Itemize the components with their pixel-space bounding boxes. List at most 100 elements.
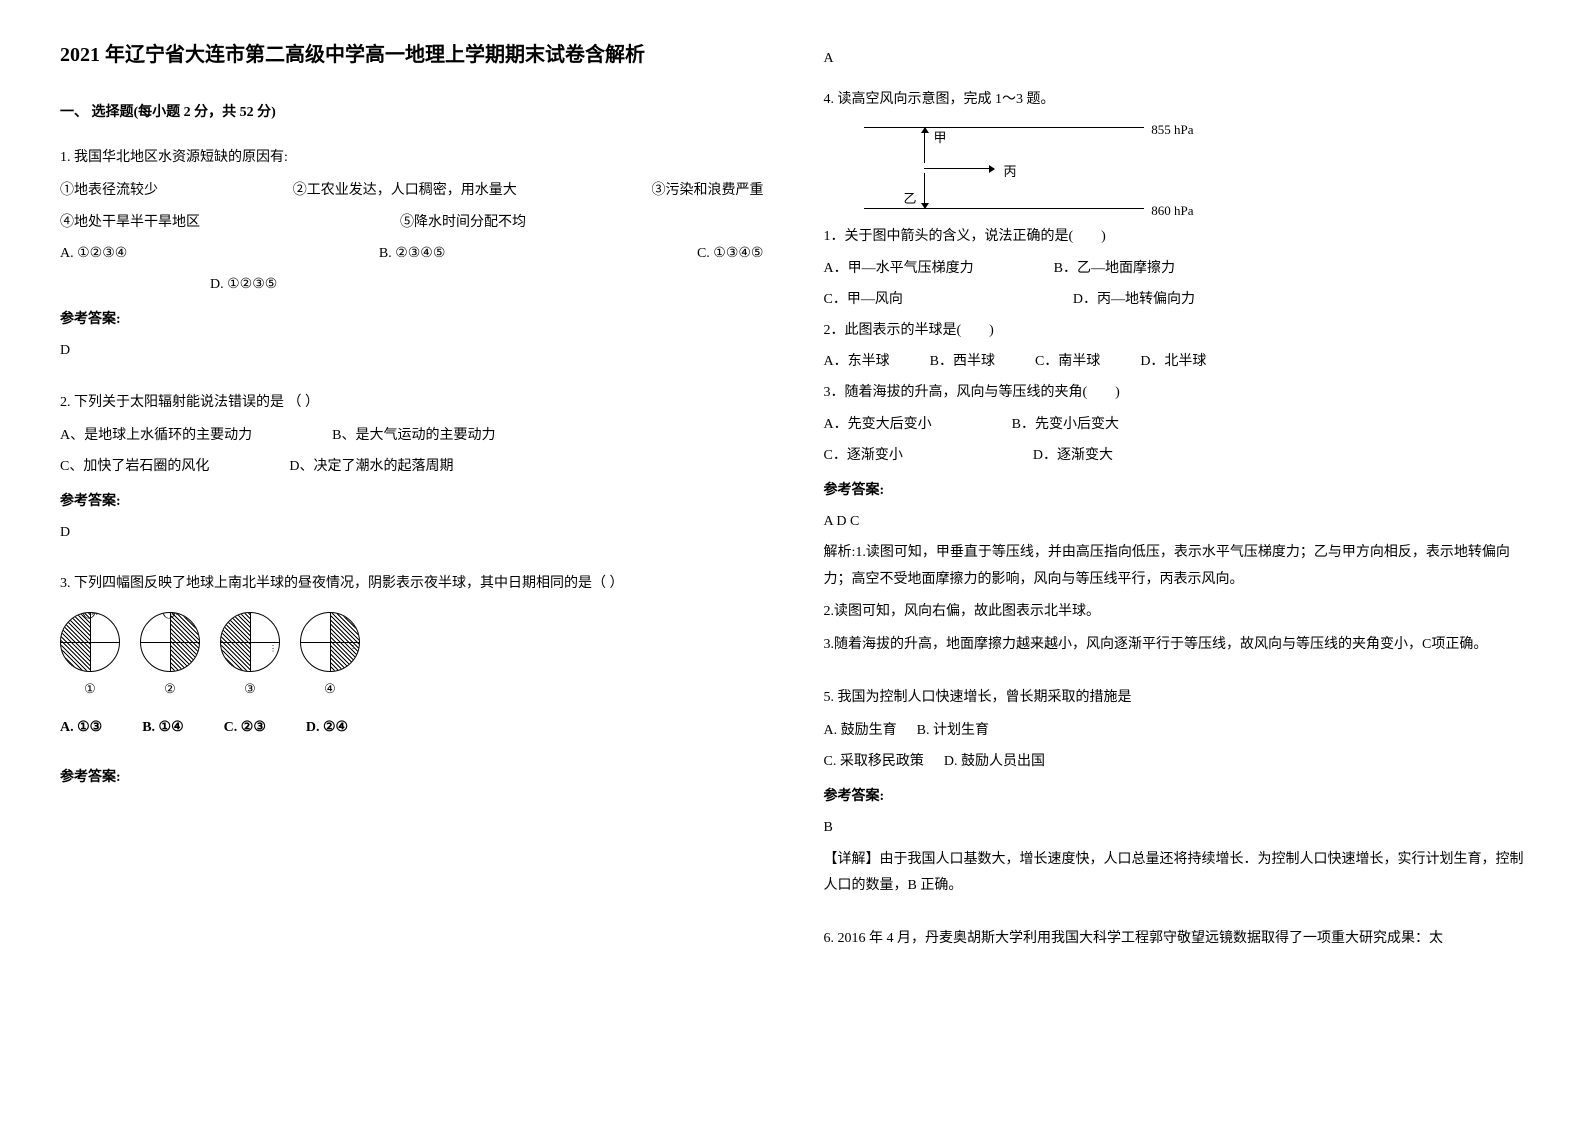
q3-optD: D. ②④ bbox=[306, 715, 348, 740]
question-4: 4. 读高空风向示意图，完成 1～3 题。 855 hPa 甲 丙 乙 860 … bbox=[824, 87, 1528, 664]
q5-optD: D. 鼓励人员出国 bbox=[944, 749, 1045, 774]
q1-optC: C. ①③④⑤ bbox=[697, 241, 764, 266]
q4-sub3-optA: A．先变大后变小 bbox=[824, 412, 932, 437]
q4-sub2-optC: C．南半球 bbox=[1035, 349, 1100, 374]
q3-optC: C. ②③ bbox=[224, 715, 266, 740]
q1-answer-header: 参考答案: bbox=[60, 307, 764, 332]
q4-exp1: 解析:1.读图可知，甲垂直于等压线，并由高压指向低压，表示水平气压梯度力；乙与甲… bbox=[824, 540, 1528, 593]
pressure-line-bottom: 860 hPa bbox=[864, 208, 1144, 209]
q5-optA: A. 鼓励生育 bbox=[824, 718, 897, 743]
q4-sub3-row2: C．逐渐变小 D．逐渐变大 bbox=[824, 443, 1528, 468]
label-jia: 甲 bbox=[934, 126, 947, 149]
left-column: 2021 年辽宁省大连市第二高级中学高一地理上学期期末试卷含解析 一、 选择题(… bbox=[60, 40, 764, 1082]
q2-answer-header: 参考答案: bbox=[60, 489, 764, 514]
q2-optC: C、加快了岩石圈的风化 bbox=[60, 454, 209, 479]
arrow-up-icon bbox=[924, 128, 925, 163]
q1-item4: ④地处干旱半干旱地区 bbox=[60, 210, 200, 235]
globe-4: ⋮ ④ bbox=[300, 612, 360, 700]
q3-answer: A bbox=[824, 46, 1528, 71]
q4-sub2-optB: B．西半球 bbox=[930, 349, 995, 374]
q5-row2: C. 采取移民政策 D. 鼓励人员出国 bbox=[824, 749, 1528, 774]
question-5: 5. 我国为控制人口快速增长，曾长期采取的措施是 A. 鼓励生育 B. 计划生育… bbox=[824, 685, 1528, 906]
q2-optA: A、是地球上水循环的主要动力 bbox=[60, 423, 252, 448]
q4-exp2: 2.读图可知，风向右偏，故此图表示北半球。 bbox=[824, 599, 1528, 626]
q4-exp3: 3.随着海拔的升高，地面摩擦力越来越小，风向逐渐平行于等压线，故风向与等压线的夹… bbox=[824, 632, 1528, 659]
globe-3: ⋮ ③ bbox=[220, 612, 280, 700]
q4-answer-header: 参考答案: bbox=[824, 478, 1528, 503]
q2-text: 2. 下列关于太阳辐射能说法错误的是 （ ） bbox=[60, 390, 764, 415]
q5-answer-header: 参考答案: bbox=[824, 784, 1528, 809]
globe-1-circle: ⤻ bbox=[60, 612, 120, 672]
q4-sub1-optA: A．甲—水平气压梯度力 bbox=[824, 256, 974, 281]
q4-sub3-row1: A．先变大后变小 B．先变小后变大 bbox=[824, 412, 1528, 437]
q4-sub1-optC: C．甲—风向 bbox=[824, 287, 903, 312]
q2-optD: D、决定了潮水的起落周期 bbox=[289, 454, 453, 479]
question-6: 6. 2016 年 4 月，丹麦奥胡斯大学利用我国大科学工程郭守敬望远镜数据取得… bbox=[824, 926, 1528, 959]
q4-sub1: 1．关于图中箭头的含义，说法正确的是( ) bbox=[824, 224, 1528, 249]
globe-3-dots-icon: ⋮ bbox=[269, 642, 277, 656]
q4-sub1-optD: D．丙—地转偏向力 bbox=[1073, 287, 1195, 312]
q5-answer: B bbox=[824, 815, 1528, 840]
globe-2-num: ② bbox=[164, 677, 176, 700]
q3-answer-header: 参考答案: bbox=[60, 765, 764, 790]
q1-item3: ③污染和浪费严重 bbox=[652, 178, 764, 203]
q1-items-row2: ④地处干旱半干旱地区 ⑤降水时间分配不均 bbox=[60, 210, 764, 235]
q4-sub3-optD: D．逐渐变大 bbox=[1033, 443, 1113, 468]
q1-item2: ②工农业发达，人口稠密，用水量大 bbox=[293, 178, 517, 203]
pressure-top-label: 855 hPa bbox=[1151, 118, 1193, 141]
q3-text: 3. 下列四幅图反映了地球上南北半球的昼夜情况，阴影表示夜半球，其中日期相同的是… bbox=[60, 571, 764, 596]
q5-optB: B. 计划生育 bbox=[917, 718, 989, 743]
label-bing: 丙 bbox=[1004, 160, 1017, 183]
q2-optB: B、是大气运动的主要动力 bbox=[332, 423, 495, 448]
q5-text: 5. 我国为控制人口快速增长，曾长期采取的措施是 bbox=[824, 685, 1528, 710]
q4-sub1-optB: B．乙—地面摩擦力 bbox=[1054, 256, 1175, 281]
q1-optB: B. ②③④⑤ bbox=[379, 241, 446, 266]
globe-4-circle: ⋮ bbox=[300, 612, 360, 672]
q6-text: 6. 2016 年 4 月，丹麦奥胡斯大学利用我国大科学工程郭守敬望远镜数据取得… bbox=[824, 926, 1528, 951]
question-3: 3. 下列四幅图反映了地球上南北半球的昼夜情况，阴影表示夜半球，其中日期相同的是… bbox=[60, 571, 764, 790]
q4-answer: A D C bbox=[824, 509, 1528, 534]
wind-arrows: 甲 丙 乙 bbox=[904, 128, 1144, 208]
q1-options-row1: A. ①②③④ B. ②③④⑤ C. ①③④⑤ bbox=[60, 241, 764, 266]
q1-optA: A. ①②③④ bbox=[60, 241, 127, 266]
wind-diagram: 855 hPa 甲 丙 乙 860 hPa bbox=[864, 127, 1144, 209]
q1-optD: D. ①②③⑤ bbox=[210, 272, 764, 297]
globe-3-num: ③ bbox=[244, 677, 256, 700]
label-yi: 乙 bbox=[904, 187, 917, 210]
q4-sub2-optD: D．北半球 bbox=[1140, 349, 1206, 374]
globe-diagram-row: ⤻ ① ⤻ ② bbox=[60, 612, 764, 700]
q4-text: 4. 读高空风向示意图，完成 1～3 题。 bbox=[824, 87, 1528, 112]
q2-options-row2: C、加快了岩石圈的风化 D、决定了潮水的起落周期 bbox=[60, 454, 764, 479]
arrow-right-icon bbox=[924, 168, 994, 169]
q5-exp: 【详解】由于我国人口基数大，增长速度快，人口总量还将持续增长．为控制人口快速增长… bbox=[824, 847, 1528, 900]
globe-2: ⤻ ② bbox=[140, 612, 200, 700]
q1-text: 1. 我国华北地区水资源短缺的原因有: bbox=[60, 145, 764, 170]
q1-item1: ①地表径流较少 bbox=[60, 178, 158, 203]
q5-optC: C. 采取移民政策 bbox=[824, 749, 924, 774]
q4-sub3-optC: C．逐渐变小 bbox=[824, 443, 903, 468]
q1-items-row1: ①地表径流较少 ②工农业发达，人口稠密，用水量大 ③污染和浪费严重 bbox=[60, 178, 764, 203]
q3-options: A. ①③ B. ①④ C. ②③ D. ②④ bbox=[60, 715, 764, 740]
q2-options-row1: A、是地球上水循环的主要动力 B、是大气运动的主要动力 bbox=[60, 423, 764, 448]
q3-optB: B. ①④ bbox=[142, 715, 183, 740]
q2-answer: D bbox=[60, 520, 764, 545]
q4-sub3-optB: B．先变小后变大 bbox=[1012, 412, 1119, 437]
q1-item5: ⑤降水时间分配不均 bbox=[400, 210, 526, 235]
globe-4-dots-icon: ⋮ bbox=[349, 642, 357, 656]
question-1: 1. 我国华北地区水资源短缺的原因有: ①地表径流较少 ②工农业发达，人口稠密，… bbox=[60, 145, 764, 369]
q4-sub2-optA: A．东半球 bbox=[824, 349, 890, 374]
q4-sub2-row: A．东半球 B．西半球 C．南半球 D．北半球 bbox=[824, 349, 1528, 374]
q4-sub1-row1: A．甲—水平气压梯度力 B．乙—地面摩擦力 bbox=[824, 256, 1528, 281]
q4-sub3: 3．随着海拔的升高，风向与等压线的夹角( ) bbox=[824, 380, 1528, 405]
q5-row1: A. 鼓励生育 B. 计划生育 bbox=[824, 718, 1528, 743]
pressure-bottom-label: 860 hPa bbox=[1151, 199, 1193, 222]
question-2: 2. 下列关于太阳辐射能说法错误的是 （ ） A、是地球上水循环的主要动力 B、… bbox=[60, 390, 764, 552]
exam-title: 2021 年辽宁省大连市第二高级中学高一地理上学期期末试卷含解析 bbox=[60, 40, 764, 70]
globe-1-num: ① bbox=[84, 677, 96, 700]
right-column: A 4. 读高空风向示意图，完成 1～3 题。 855 hPa 甲 丙 乙 86… bbox=[824, 40, 1528, 1082]
arrow-down-icon bbox=[924, 173, 925, 208]
globe-3-circle: ⋮ bbox=[220, 612, 280, 672]
section-header: 一、 选择题(每小题 2 分，共 52 分) bbox=[60, 100, 764, 125]
q4-sub2: 2．此图表示的半球是( ) bbox=[824, 318, 1528, 343]
q3-optA: A. ①③ bbox=[60, 715, 102, 740]
